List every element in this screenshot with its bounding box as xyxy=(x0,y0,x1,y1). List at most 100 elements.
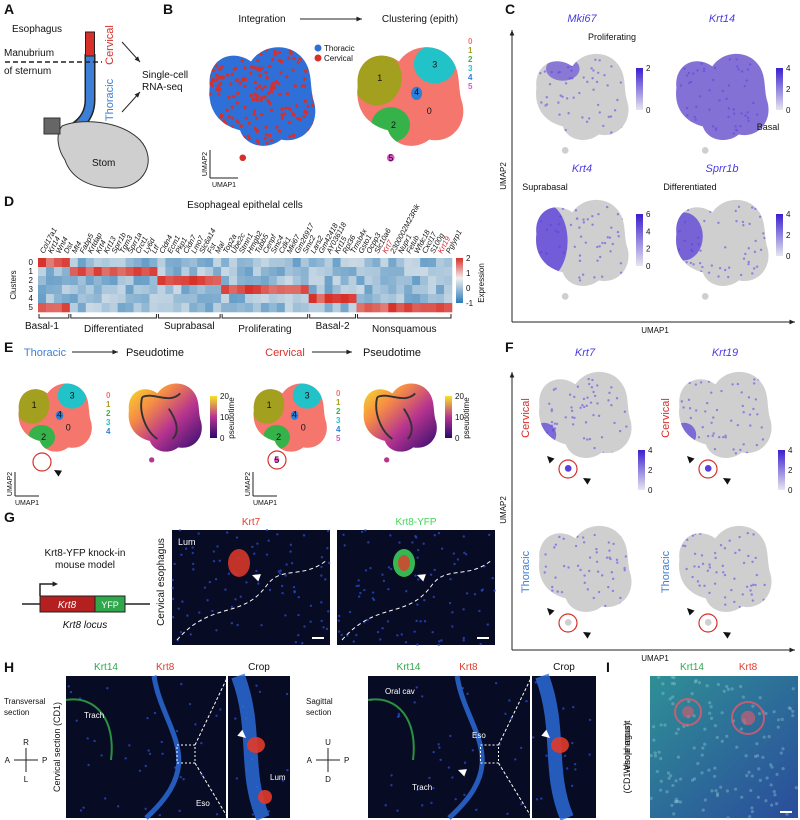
colorbar-label: 0 xyxy=(786,252,791,261)
heatmap-cell xyxy=(308,258,317,268)
cell xyxy=(311,129,315,134)
heatmap-cell xyxy=(197,267,206,277)
heatmap-cell xyxy=(340,258,349,268)
cell xyxy=(754,556,757,560)
heatmap-cell xyxy=(404,258,413,268)
cell xyxy=(700,445,704,448)
cell xyxy=(596,103,600,107)
nucleus xyxy=(293,590,296,594)
nucleus xyxy=(245,581,248,584)
cell-island xyxy=(561,293,569,300)
cell xyxy=(553,422,557,425)
heatmap-cell xyxy=(213,276,222,286)
nucleus xyxy=(364,529,367,532)
cell xyxy=(273,53,277,57)
heatmap-cell xyxy=(276,267,286,277)
nucleus xyxy=(337,619,340,622)
gene-name: Sprr1b xyxy=(705,163,738,175)
cell xyxy=(251,97,255,102)
cell xyxy=(689,416,693,420)
nucleus xyxy=(289,543,293,547)
heatmap-cell xyxy=(205,303,214,313)
nucleus xyxy=(359,591,362,595)
heatmap-cell xyxy=(340,303,349,313)
heatmap-cell xyxy=(444,303,453,313)
nucleus xyxy=(572,705,575,709)
nucleus xyxy=(355,584,358,588)
nucleus xyxy=(433,534,436,537)
cell xyxy=(742,561,746,565)
nucleus xyxy=(570,784,574,788)
channel-label: Krt14 xyxy=(94,662,118,673)
cell xyxy=(249,93,253,98)
heatmap-cell xyxy=(61,258,71,268)
row-label: Cervical xyxy=(660,398,672,438)
nucleus xyxy=(494,681,498,685)
colorbar-label: 0 xyxy=(455,434,460,443)
crop-guide xyxy=(194,762,229,819)
cell xyxy=(742,411,745,414)
cell xyxy=(733,577,736,580)
nucleus xyxy=(178,529,182,532)
nucleus xyxy=(428,776,431,780)
nucleus xyxy=(320,556,324,559)
heatmap-cell xyxy=(356,258,365,268)
heatmap-cell xyxy=(292,303,302,313)
cell xyxy=(291,133,296,138)
heatmap-cell xyxy=(38,276,47,286)
nucleus xyxy=(371,597,375,600)
nucleus xyxy=(171,616,175,619)
nucleus xyxy=(181,600,184,603)
nucleus xyxy=(487,533,491,537)
nucleus xyxy=(285,563,288,566)
cell xyxy=(621,217,625,221)
cluster-label: 4 xyxy=(414,87,419,97)
cell xyxy=(707,380,711,383)
nucleus xyxy=(671,702,675,706)
cell xyxy=(738,535,741,539)
cell xyxy=(572,96,575,99)
cell xyxy=(738,548,741,552)
cell xyxy=(761,376,764,379)
nucleus xyxy=(670,803,674,807)
row-label: 1 xyxy=(29,267,34,276)
heatmap-cell xyxy=(252,303,262,313)
cell xyxy=(757,378,760,381)
heatmap-cell xyxy=(117,285,126,295)
heatmap-cell xyxy=(245,294,254,304)
heatmap-cell xyxy=(308,303,317,313)
nucleus xyxy=(463,793,466,797)
cell xyxy=(745,585,749,589)
highlight-circle xyxy=(698,459,718,479)
heatmap-cell xyxy=(85,258,95,268)
nucleus xyxy=(452,552,456,555)
cell xyxy=(213,130,218,134)
cell xyxy=(552,388,556,391)
nucleus xyxy=(292,585,296,589)
nucleus xyxy=(663,723,667,727)
cluster-region xyxy=(413,47,456,84)
heatmap-cell xyxy=(53,258,63,268)
heatmap-cell xyxy=(420,285,429,295)
nucleus xyxy=(158,813,162,817)
heatmap-cell xyxy=(205,285,214,295)
heatmap-cell xyxy=(125,276,134,286)
cell xyxy=(593,446,596,450)
cell xyxy=(626,387,629,391)
nucleus xyxy=(709,716,714,720)
heatmap-cell xyxy=(205,294,214,304)
cervical-tube xyxy=(85,31,95,57)
cell xyxy=(688,381,691,385)
nucleus xyxy=(506,812,509,816)
cell xyxy=(556,590,559,593)
heatmap-cell xyxy=(45,258,55,268)
micrograph xyxy=(337,530,495,645)
channel-label: Krt8 xyxy=(739,662,758,673)
cell xyxy=(543,586,546,589)
cell xyxy=(263,136,267,141)
cell xyxy=(710,421,713,425)
cell xyxy=(582,221,586,224)
cell xyxy=(619,602,622,605)
nucleus xyxy=(653,754,658,758)
nucleus xyxy=(414,535,417,538)
